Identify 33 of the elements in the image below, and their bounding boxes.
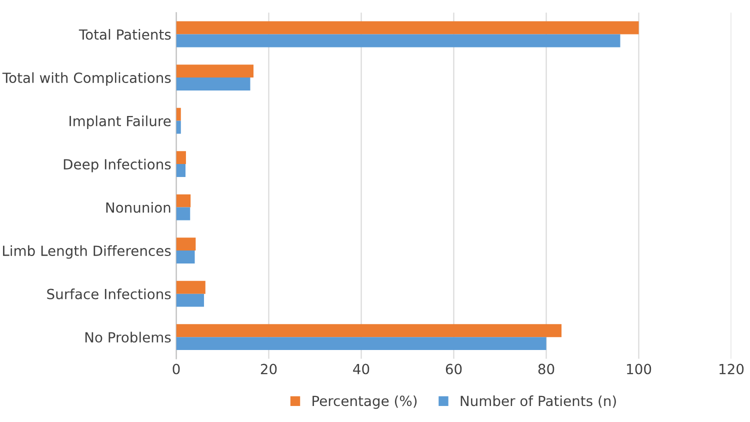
bar xyxy=(176,164,186,178)
bar xyxy=(176,280,206,294)
y-tick-label: Surface Infections xyxy=(47,288,171,300)
legend-label: Number of Patients (n) xyxy=(460,395,616,408)
bar xyxy=(176,108,181,121)
y-tick-label: No Problems xyxy=(85,332,171,343)
x-tick-label: 120 xyxy=(720,364,744,374)
bar xyxy=(176,324,562,338)
x-tick-label: 60 xyxy=(446,364,462,374)
y-tick-label: Limb Length Differences xyxy=(3,245,171,259)
x-tick-label: 100 xyxy=(627,364,652,374)
y-tick-label: Deep Infections xyxy=(64,158,171,172)
bar xyxy=(176,337,546,350)
bar xyxy=(176,250,195,264)
y-tick-label: Total Patients xyxy=(78,29,171,40)
x-tick-label: 20 xyxy=(260,364,277,374)
bar xyxy=(176,34,620,48)
bar xyxy=(176,238,196,251)
y-tick-label: Implant Failure xyxy=(70,116,171,129)
bar xyxy=(176,151,186,164)
bar xyxy=(176,64,254,78)
y-tick-label: Total with Complications xyxy=(2,72,171,86)
bar xyxy=(176,194,191,208)
x-tick-label: 0 xyxy=(172,364,180,374)
legend-label: Percentage (%) xyxy=(312,395,417,409)
x-tick-label: 80 xyxy=(538,364,554,374)
bar xyxy=(176,78,250,91)
y-tick-label: Nonunion xyxy=(106,202,170,213)
x-tick-label: 40 xyxy=(353,364,370,374)
bar xyxy=(176,120,181,134)
bar xyxy=(176,207,190,220)
bar xyxy=(176,294,204,307)
bar xyxy=(176,21,639,34)
